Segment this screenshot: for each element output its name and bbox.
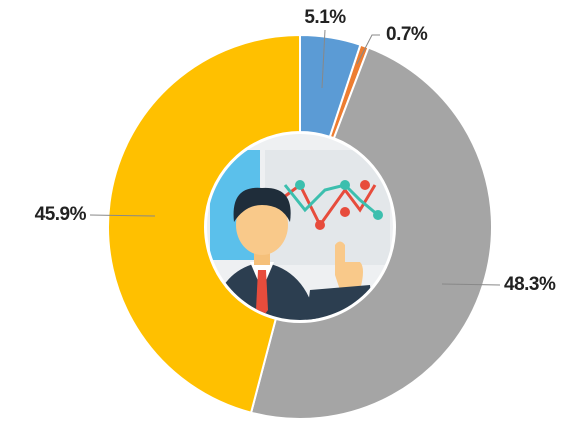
data-label: 0.7%: [386, 24, 428, 45]
chart: 5.1% 0.7% 48.3% 45.9%: [0, 0, 573, 423]
data-label: 5.1%: [304, 7, 346, 28]
data-label: 45.9%: [35, 204, 87, 225]
data-label: 48.3%: [504, 274, 556, 295]
